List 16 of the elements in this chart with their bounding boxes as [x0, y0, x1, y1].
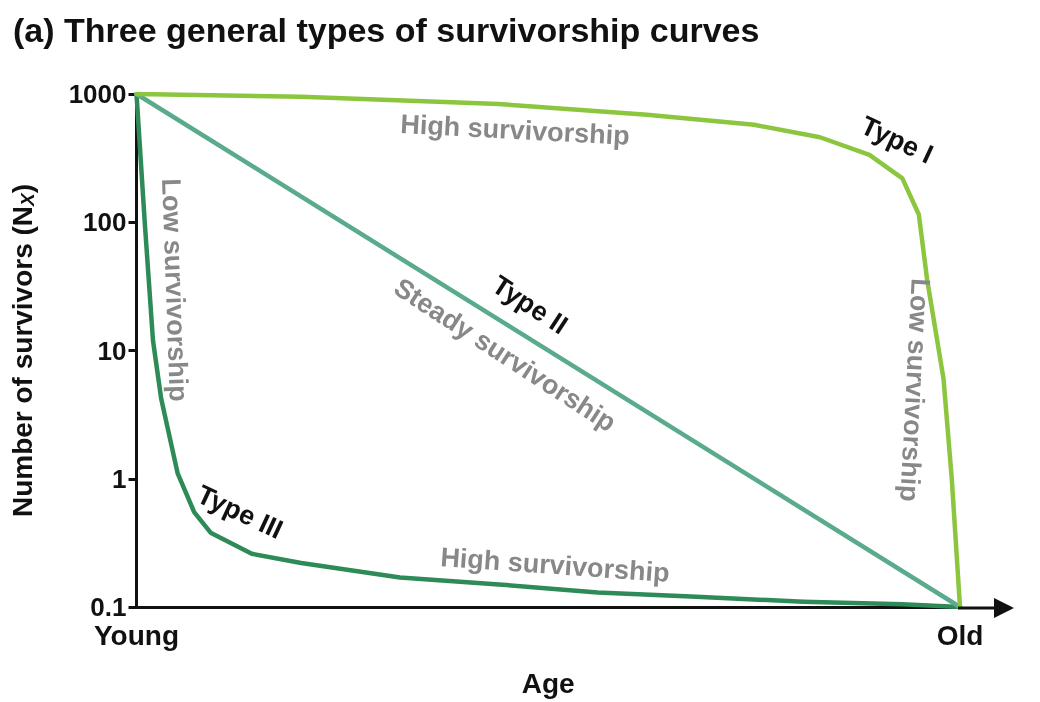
x-tick-label: Young: [93, 619, 180, 651]
text: Type I: [856, 110, 938, 170]
text: Type III: [192, 479, 288, 545]
chart-title: (a) Three general types of survivorship curves: [13, 11, 760, 49]
annotation: Low survivorship: [894, 277, 936, 503]
x-axis-title: Age: [521, 667, 575, 699]
annotation: Low survivorship: [156, 177, 194, 403]
annotation: High survivorship: [439, 542, 671, 588]
y-tick-label: 10: [97, 335, 127, 366]
x-tick-label: Old: [936, 619, 984, 651]
annotation: High survivorship: [399, 109, 631, 151]
y-tick-label: 0.1: [90, 592, 127, 622]
y-tick-label: 1: [112, 463, 127, 494]
y-tick-label: 1000: [68, 79, 127, 109]
y-axis-title: Number of survivors (NX): [6, 183, 38, 518]
y-tick-label: 100: [83, 207, 127, 238]
